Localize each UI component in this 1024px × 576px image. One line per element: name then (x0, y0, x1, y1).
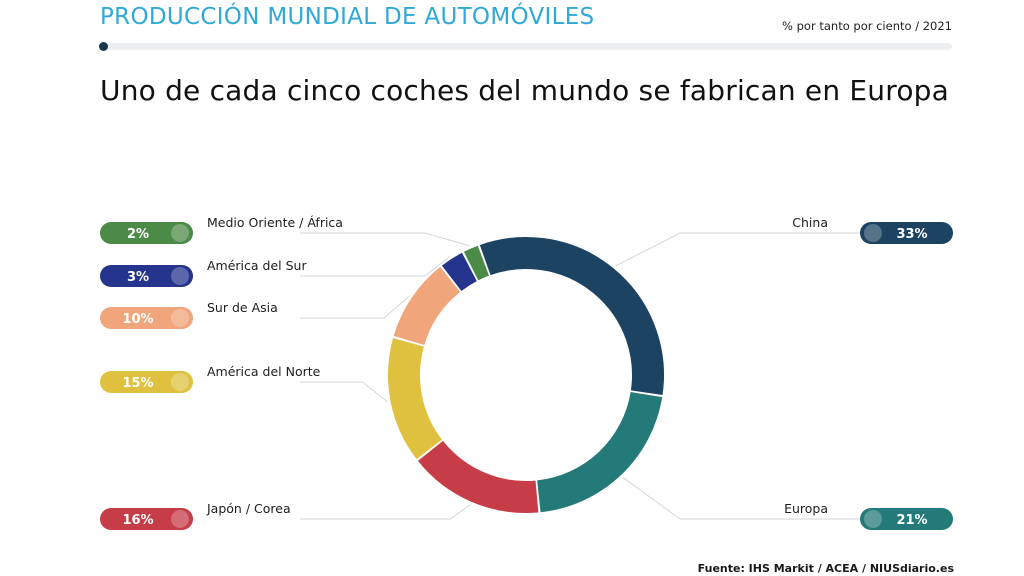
chart-headline: Uno de cada cinco coches del mundo se fa… (100, 74, 949, 107)
category-label-america-del-norte: América del Norte (207, 364, 321, 379)
leader-line-medio-oriente-africa (300, 232, 470, 247)
leader-line-america-del-norte (300, 381, 388, 403)
donut-segment-sur-de-asia (393, 266, 461, 346)
donut-segment-medio-oriente-africa (463, 245, 490, 281)
source-note: Fuente: IHS Markit / ACEA / NIUSdiario.e… (697, 562, 954, 575)
leader-line-europa (622, 477, 860, 520)
value-pill-knob-america-del-sur (171, 267, 189, 285)
donut-segment-europa (536, 391, 663, 513)
data-label-sur-de-asia: 10% (122, 312, 153, 327)
value-pill-knob-japon-corea (171, 510, 189, 528)
value-pill-knob-china (864, 224, 882, 242)
data-label-medio-oriente-africa: 2% (127, 227, 149, 242)
chart-unit-note: % por tanto por ciento / 2021 (782, 19, 952, 33)
header-rule (102, 43, 952, 50)
leader-line-america-del-sur (300, 255, 451, 277)
value-pill-europa (860, 508, 953, 530)
leader-line-japon-corea (300, 504, 471, 520)
value-pill-china (860, 222, 953, 244)
data-label-europa: 21% (896, 513, 927, 528)
category-label-america-del-sur: América del Sur (207, 258, 307, 273)
data-label-china: 33% (896, 227, 927, 242)
value-pill-knob-europa (864, 510, 882, 528)
category-label-japon-corea: Japón / Corea (206, 501, 291, 516)
leader-line-china (615, 232, 860, 267)
value-pill-japon-corea (100, 508, 193, 530)
value-pill-knob-medio-oriente-africa (171, 224, 189, 242)
leader-line-sur-de-asia (300, 295, 410, 319)
donut-segment-japon-corea (417, 440, 539, 513)
donut-segment-america-del-norte (388, 338, 443, 460)
category-label-europa: Europa (784, 501, 828, 516)
header-rule-dot (99, 42, 108, 51)
donut-segment-america-del-sur (441, 252, 478, 292)
value-pill-knob-sur-de-asia (171, 309, 189, 327)
value-pill-america-del-norte (100, 371, 193, 393)
donut-segment-china (479, 237, 664, 396)
data-label-japon-corea: 16% (122, 513, 153, 528)
value-pill-sur-de-asia (100, 307, 193, 329)
value-pill-knob-america-del-norte (171, 373, 189, 391)
category-label-medio-oriente-africa: Medio Oriente / África (207, 215, 343, 230)
category-label-china: China (792, 215, 828, 230)
chart-title: PRODUCCIÓN MUNDIAL DE AUTOMÓVILES (100, 4, 595, 30)
category-label-sur-de-asia: Sur de Asia (207, 300, 278, 315)
data-label-america-del-norte: 15% (122, 376, 153, 391)
value-pill-medio-oriente-africa (100, 222, 193, 244)
value-pill-america-del-sur (100, 265, 193, 287)
data-label-america-del-sur: 3% (127, 270, 149, 285)
